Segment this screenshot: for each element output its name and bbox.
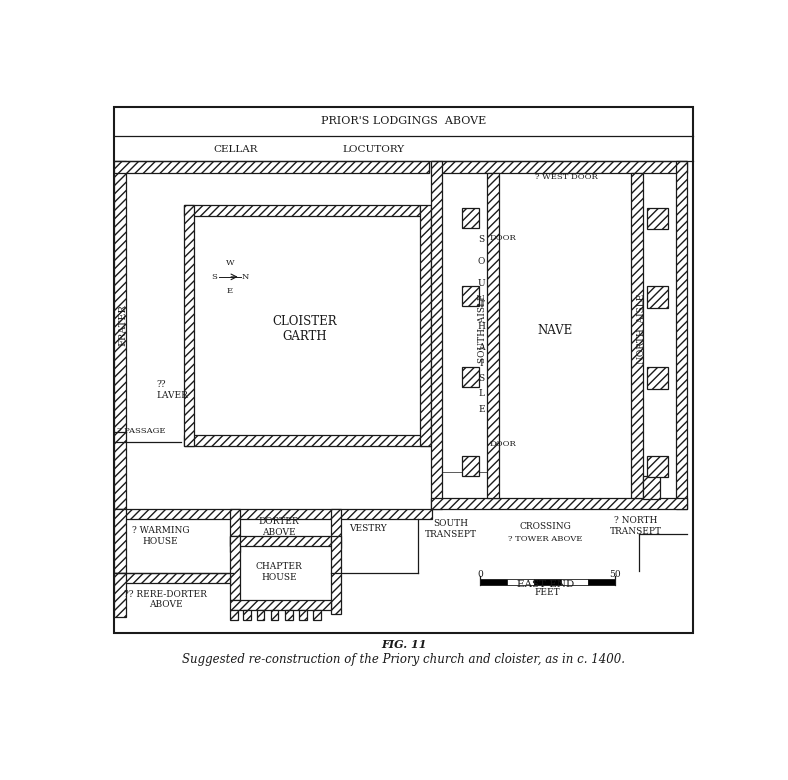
Text: L: L <box>478 389 485 399</box>
Text: H: H <box>478 321 485 331</box>
Bar <box>114 573 126 617</box>
Text: HOUSE: HOUSE <box>143 537 178 546</box>
Bar <box>647 367 668 388</box>
Bar <box>114 573 230 583</box>
Bar <box>230 537 332 546</box>
Bar <box>647 456 668 477</box>
Text: DOOR: DOOR <box>489 234 516 243</box>
Bar <box>507 579 534 585</box>
Bar <box>487 173 499 498</box>
Text: ? NORTH: ? NORTH <box>614 516 657 526</box>
Bar <box>114 509 432 519</box>
Text: I: I <box>480 359 483 367</box>
Text: FRATER: FRATER <box>118 303 128 346</box>
Bar <box>420 205 431 446</box>
Text: SOUTH: SOUTH <box>433 519 468 528</box>
Bar <box>463 367 479 387</box>
Bar <box>431 498 687 509</box>
Text: Suggested re-construction of the Priory church and cloister, as in c. 1400.: Suggested re-construction of the Priory … <box>182 653 626 666</box>
Text: ? WARMING: ? WARMING <box>132 526 189 535</box>
Text: ? TOWER ABOVE: ? TOWER ABOVE <box>508 534 582 543</box>
Bar <box>257 610 265 620</box>
Bar <box>270 610 278 620</box>
Bar <box>184 205 195 446</box>
Bar <box>561 579 588 585</box>
Bar <box>230 537 240 601</box>
Bar <box>463 286 479 306</box>
Bar <box>431 161 687 173</box>
Text: O: O <box>478 257 485 266</box>
Text: CLOISTER: CLOISTER <box>272 315 336 328</box>
Text: FIG. 11: FIG. 11 <box>381 640 426 651</box>
Text: NORTH  AISLE: NORTH AISLE <box>637 293 645 363</box>
Text: S: S <box>478 236 485 244</box>
Bar <box>243 610 251 620</box>
Text: EAST END: EAST END <box>517 580 574 590</box>
Bar <box>114 108 693 633</box>
Bar <box>230 610 237 620</box>
Bar <box>463 207 479 228</box>
Text: CROSSING: CROSSING <box>519 522 571 531</box>
Text: ABOVE: ABOVE <box>262 528 296 537</box>
Bar <box>230 601 332 610</box>
Text: ? WEST DOOR: ? WEST DOOR <box>535 172 597 181</box>
Text: N: N <box>242 273 249 281</box>
Text: ?? RERE-DORTER: ?? RERE-DORTER <box>125 590 207 598</box>
Text: ABOVE: ABOVE <box>149 601 183 609</box>
Text: S: S <box>211 273 217 281</box>
Bar <box>285 610 293 620</box>
Bar <box>675 161 687 509</box>
Text: GARTH: GARTH <box>282 331 327 343</box>
Bar <box>647 207 668 229</box>
Text: LAVER: LAVER <box>157 391 188 400</box>
Text: S: S <box>478 374 485 383</box>
Text: CHAPTER: CHAPTER <box>256 562 303 571</box>
Text: U: U <box>478 278 485 288</box>
Text: DORTER: DORTER <box>258 517 299 526</box>
Bar <box>313 610 321 620</box>
Bar <box>299 610 307 620</box>
Bar <box>114 161 126 509</box>
Bar <box>431 161 442 509</box>
Text: LOCUTORY: LOCUTORY <box>343 144 405 154</box>
Text: TRANSEPT: TRANSEPT <box>425 530 477 538</box>
Text: ??: ?? <box>157 380 166 389</box>
Bar <box>230 509 240 551</box>
Text: 0: 0 <box>478 569 483 579</box>
Bar <box>480 579 507 585</box>
Bar <box>114 509 126 573</box>
Text: E: E <box>227 287 233 295</box>
Text: DOOR: DOOR <box>489 440 516 448</box>
Text: A: A <box>478 343 485 353</box>
Text: ? PASSAGE: ? PASSAGE <box>117 427 165 435</box>
Text: T: T <box>478 300 485 309</box>
Bar <box>184 205 420 216</box>
Bar <box>642 477 660 499</box>
Bar <box>463 456 479 476</box>
Text: PRIOR'S LODGINGS  ABOVE: PRIOR'S LODGINGS ABOVE <box>322 116 486 126</box>
Text: CELLAR: CELLAR <box>213 144 258 154</box>
Bar <box>195 216 420 435</box>
Bar <box>534 579 561 585</box>
Text: W: W <box>225 259 234 267</box>
Text: NAVE: NAVE <box>537 324 572 337</box>
Text: VESTRY: VESTRY <box>350 524 388 534</box>
Bar <box>184 435 431 446</box>
Bar <box>631 173 642 498</box>
Bar <box>442 473 499 498</box>
Text: 50: 50 <box>609 569 621 579</box>
Bar <box>332 509 341 548</box>
Bar <box>332 537 341 614</box>
Text: HOUSE: HOUSE <box>262 573 297 582</box>
Text: E: E <box>478 405 485 414</box>
Bar <box>588 579 615 585</box>
Text: SOUTH  AISLE: SOUTH AISLE <box>478 293 487 363</box>
Bar <box>647 286 668 307</box>
Text: TRANSEPT: TRANSEPT <box>610 527 662 536</box>
Text: FEET: FEET <box>534 588 560 597</box>
Bar <box>114 161 429 173</box>
